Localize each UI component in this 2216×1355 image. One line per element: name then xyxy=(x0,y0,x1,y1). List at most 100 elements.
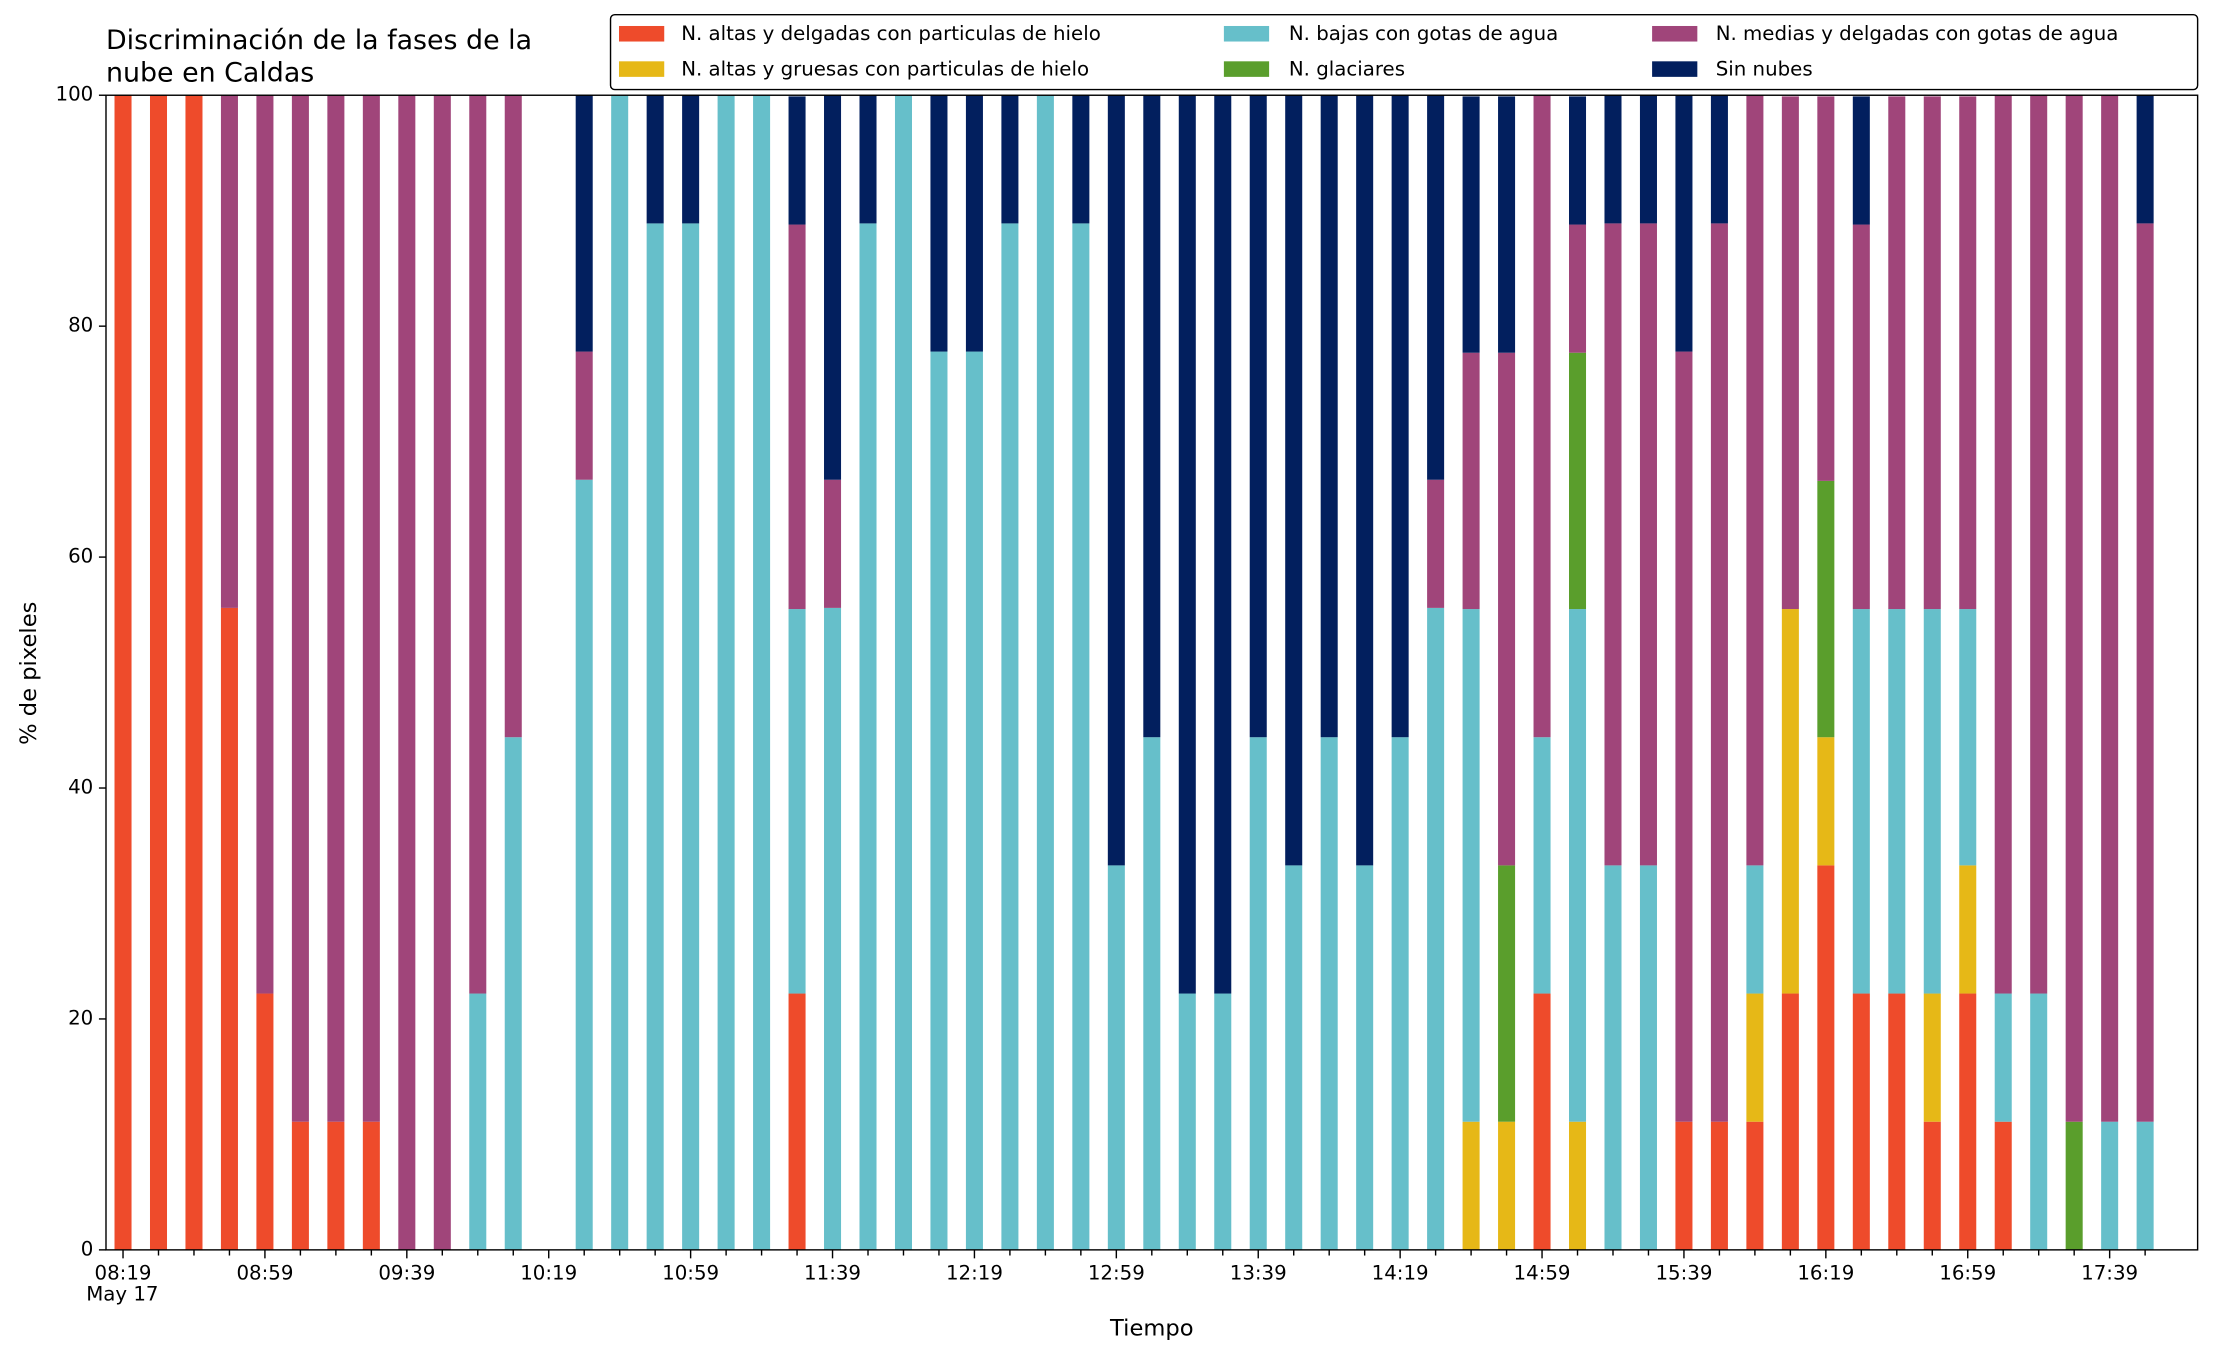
bar-segment xyxy=(1888,993,1906,1250)
bar-segment xyxy=(1462,352,1480,610)
legend-label: N. altas y gruesas con particulas de hie… xyxy=(681,57,1089,80)
legend-label: N. medias y delgadas con gotas de agua xyxy=(1716,22,2119,45)
bar-segment xyxy=(1214,993,1232,1250)
bar-segment xyxy=(291,95,309,1122)
legend-swatch xyxy=(619,25,665,42)
bar-segment xyxy=(1959,96,1977,610)
bar-segment xyxy=(1923,96,1941,610)
bar-segment xyxy=(220,95,238,608)
bar-segment xyxy=(1178,993,1196,1250)
bar-segment xyxy=(469,95,487,994)
bar-segment xyxy=(114,95,132,1250)
bar-segment xyxy=(1569,609,1587,1122)
bar-segment xyxy=(362,95,380,1122)
y-tick-label: 80 xyxy=(68,314,93,337)
x-tick-label: 16:19 xyxy=(1797,1261,1854,1284)
bar-segment xyxy=(611,95,629,1250)
bar-segment xyxy=(149,95,168,1250)
bar-segment xyxy=(1923,1121,1941,1250)
bar-segment xyxy=(1675,1121,1693,1250)
bar-segment xyxy=(824,607,842,1250)
bar-segment xyxy=(2030,95,2048,994)
bar-segment xyxy=(575,351,593,480)
bar-segment xyxy=(646,95,664,224)
bar-segment xyxy=(1569,96,1587,225)
bar-segment xyxy=(1817,96,1835,481)
bar-segment xyxy=(1462,1121,1480,1250)
bar-segment xyxy=(575,95,593,352)
bar-segment xyxy=(1994,1121,2012,1250)
bar-segment xyxy=(1781,993,1799,1250)
bar-segment xyxy=(1178,95,1196,994)
bar-segment xyxy=(1533,993,1551,1250)
bar-segment xyxy=(1781,609,1799,994)
x-tick-label: 17:39 xyxy=(2081,1261,2138,1284)
bar-segment xyxy=(1001,95,1019,224)
bar-segment xyxy=(930,95,948,352)
bar-segment xyxy=(859,223,877,1250)
bar-segment xyxy=(504,95,522,738)
bar-segment xyxy=(1923,993,1941,1122)
bar-segment xyxy=(1639,95,1657,224)
bar-segment xyxy=(2101,1121,2119,1250)
x-tick-label: 08:59 xyxy=(236,1261,293,1284)
bar-segment xyxy=(824,479,842,608)
y-tick-label: 0 xyxy=(81,1237,94,1260)
bar-segment xyxy=(1249,95,1267,738)
chart-title: nube en Caldas xyxy=(106,58,314,89)
bar-segment xyxy=(1427,607,1445,1250)
x-tick-label: 11:39 xyxy=(804,1261,861,1284)
bar-segment xyxy=(185,95,203,1250)
x-tick-label: 08:19 xyxy=(95,1261,152,1284)
bar-segment xyxy=(291,1121,309,1250)
bar-segment xyxy=(1214,95,1232,994)
legend-box xyxy=(609,13,2199,91)
legend-swatch xyxy=(1223,61,1270,77)
bar-segment xyxy=(2136,95,2154,224)
x-tick-label: 14:19 xyxy=(1372,1261,1429,1284)
bar-segment xyxy=(1391,95,1409,738)
bar-segment xyxy=(1072,95,1090,224)
bar-segment xyxy=(1710,223,1728,1122)
x-tick-label: 16:59 xyxy=(1939,1261,1996,1284)
bar-segment xyxy=(2136,223,2154,1122)
bar-segment xyxy=(788,224,806,610)
x-tick-label: 12:19 xyxy=(946,1261,1003,1284)
bar-segment xyxy=(646,223,664,1250)
bar-segment xyxy=(788,993,806,1250)
x-tick-label: 10:19 xyxy=(520,1261,577,1284)
bar-segment xyxy=(1356,95,1374,866)
legend-label: Sin nubes xyxy=(1716,57,1813,80)
bar-segment xyxy=(1959,993,1977,1250)
bar-segment xyxy=(1675,351,1693,1122)
bar-segment xyxy=(256,95,274,994)
y-axis-label: % de pixeles xyxy=(16,602,42,745)
bar-segment xyxy=(398,95,416,1250)
bar-segment xyxy=(1746,1121,1764,1250)
bar-segment xyxy=(1356,865,1374,1250)
bar-segment xyxy=(362,1121,380,1250)
bar-segment xyxy=(1498,865,1516,1122)
bar-segment xyxy=(1498,96,1516,353)
x-tick-label: 10:59 xyxy=(662,1261,719,1284)
bar-segment xyxy=(2065,1121,2083,1250)
bar-segment xyxy=(1391,737,1409,1250)
bar-segment xyxy=(1072,223,1090,1250)
bar-segment xyxy=(1320,737,1338,1250)
chart-title: Discriminación de la fases de la xyxy=(106,25,532,56)
bar-segment xyxy=(1852,96,1870,225)
bar-segment xyxy=(2136,1121,2154,1250)
bar-segment xyxy=(1888,609,1906,994)
bar-segment xyxy=(1852,993,1870,1250)
bar-segment xyxy=(1959,609,1977,866)
bar-segment xyxy=(1462,96,1480,353)
x-tick-label: 13:39 xyxy=(1230,1261,1287,1284)
bar-segment xyxy=(859,95,877,224)
bar-segment xyxy=(1710,95,1728,224)
x-tick-label: 09:39 xyxy=(378,1261,435,1284)
legend-swatch xyxy=(1652,61,1698,77)
y-tick-label: 100 xyxy=(56,83,94,106)
x-tick-label: 14:59 xyxy=(1514,1261,1571,1284)
bar-segment xyxy=(1746,865,1764,994)
